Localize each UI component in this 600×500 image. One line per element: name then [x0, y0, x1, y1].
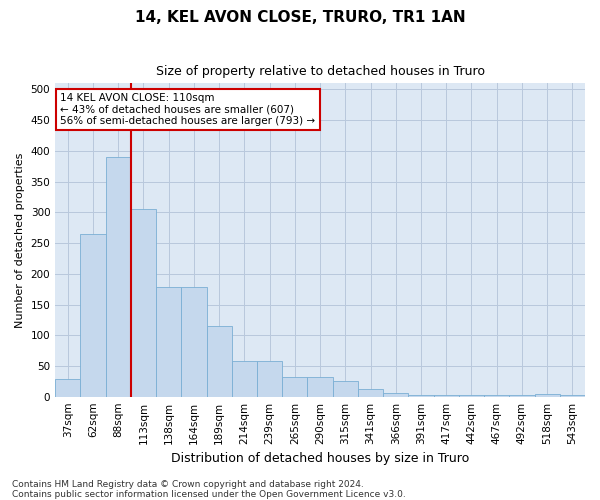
Bar [232, 361, 257, 396]
Text: 14 KEL AVON CLOSE: 110sqm
← 43% of detached houses are smaller (607)
56% of semi: 14 KEL AVON CLOSE: 110sqm ← 43% of detac… [61, 92, 316, 126]
X-axis label: Distribution of detached houses by size in Truro: Distribution of detached houses by size … [171, 452, 469, 465]
Bar [55, 380, 80, 396]
Bar [257, 361, 282, 396]
Bar [307, 377, 332, 396]
Bar [181, 288, 206, 397]
Bar [131, 210, 156, 396]
Y-axis label: Number of detached properties: Number of detached properties [15, 152, 25, 328]
Bar [560, 395, 585, 396]
Bar [106, 157, 131, 396]
Bar [358, 388, 383, 396]
Bar [206, 326, 232, 396]
Bar [156, 288, 181, 397]
Bar [282, 377, 307, 396]
Bar [80, 234, 106, 396]
Bar [535, 394, 560, 396]
Text: 14, KEL AVON CLOSE, TRURO, TR1 1AN: 14, KEL AVON CLOSE, TRURO, TR1 1AN [134, 10, 466, 25]
Bar [383, 393, 409, 396]
Bar [332, 382, 358, 396]
Text: Contains HM Land Registry data © Crown copyright and database right 2024.
Contai: Contains HM Land Registry data © Crown c… [12, 480, 406, 499]
Title: Size of property relative to detached houses in Truro: Size of property relative to detached ho… [155, 65, 485, 78]
